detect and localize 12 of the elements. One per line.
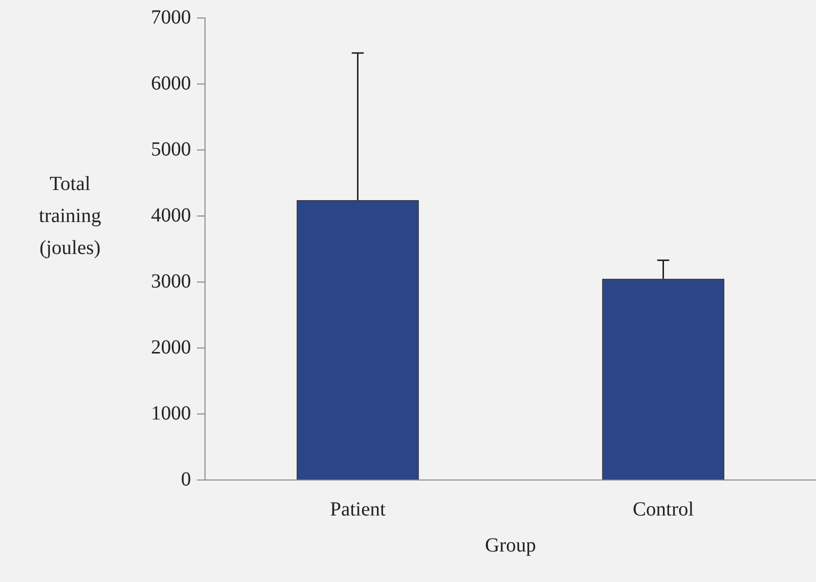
y-tick-label: 3000 xyxy=(151,270,191,292)
x-tick-label: Patient xyxy=(330,498,386,520)
y-tick-label: 1000 xyxy=(151,402,191,424)
y-tick-label: 0 xyxy=(181,468,191,490)
y-axis-title: Total training (joules) xyxy=(38,172,102,259)
y-tick-label: 4000 xyxy=(151,204,191,226)
y-tick-label: 2000 xyxy=(151,336,191,358)
x-tick-label: Control xyxy=(632,498,694,520)
x-axis-title: Group xyxy=(484,534,536,556)
y-tick-label: 5000 xyxy=(151,138,191,160)
y-tick-label: 7000 xyxy=(151,6,191,28)
y-tick-label: 6000 xyxy=(151,72,191,94)
